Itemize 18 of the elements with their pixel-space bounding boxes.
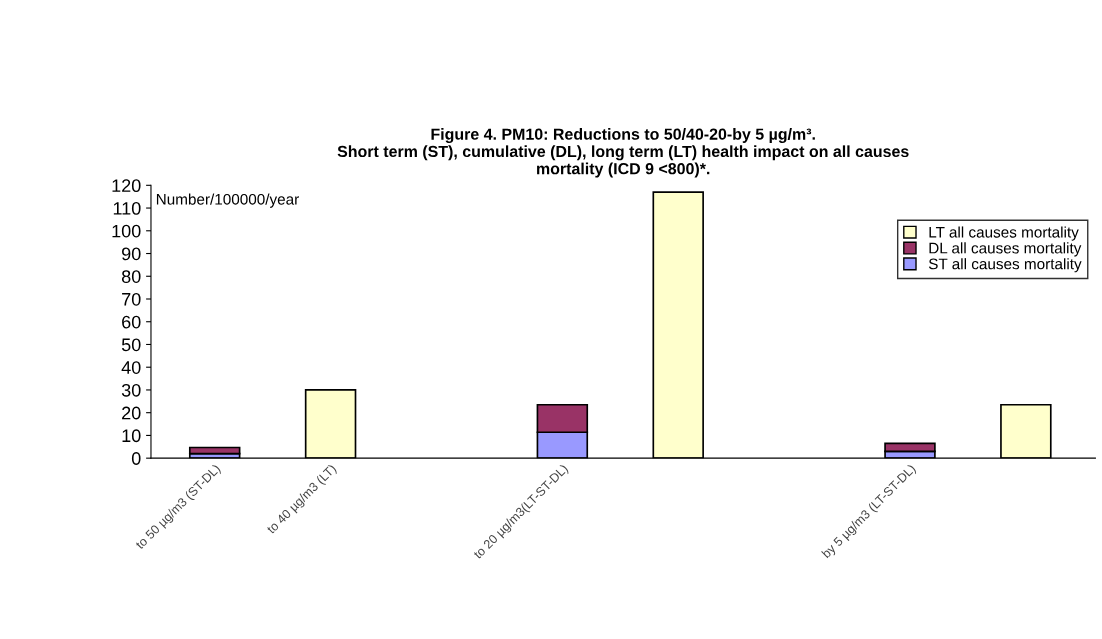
y-tick-label: 10 bbox=[122, 429, 141, 443]
y-tick-label: 0 bbox=[131, 452, 141, 465]
y-tick-label: 90 bbox=[122, 247, 141, 261]
legend-label: DL all causes mortality bbox=[929, 242, 1082, 257]
y-tick-label: 100 bbox=[112, 224, 141, 238]
y-tick-label: 110 bbox=[113, 201, 141, 215]
y-tick-label: 20 bbox=[122, 406, 141, 420]
y-tick-label: 80 bbox=[121, 270, 141, 283]
y-tick-label: 30 bbox=[121, 383, 141, 397]
legend-label: LT all causes mortality bbox=[929, 226, 1079, 241]
y-tick-label: 60 bbox=[122, 315, 141, 329]
legend-label: ST all causes mortality bbox=[928, 258, 1082, 273]
annotation: Number/100000/year bbox=[156, 193, 299, 208]
chart-title: Figure 4. PM10: Reductions to 50/40-20-by 5 µg/m³. Short term (ST), cumulative (DL), long term (LT) health impact on all causes mortality (ICD 9 <800)*. bbox=[337, 128, 909, 178]
y-tick-label: 70 bbox=[122, 292, 141, 306]
y-tick-label: 120 bbox=[112, 179, 141, 193]
y-tick-label: 40 bbox=[121, 361, 141, 374]
y-tick-label: 50 bbox=[121, 338, 141, 352]
